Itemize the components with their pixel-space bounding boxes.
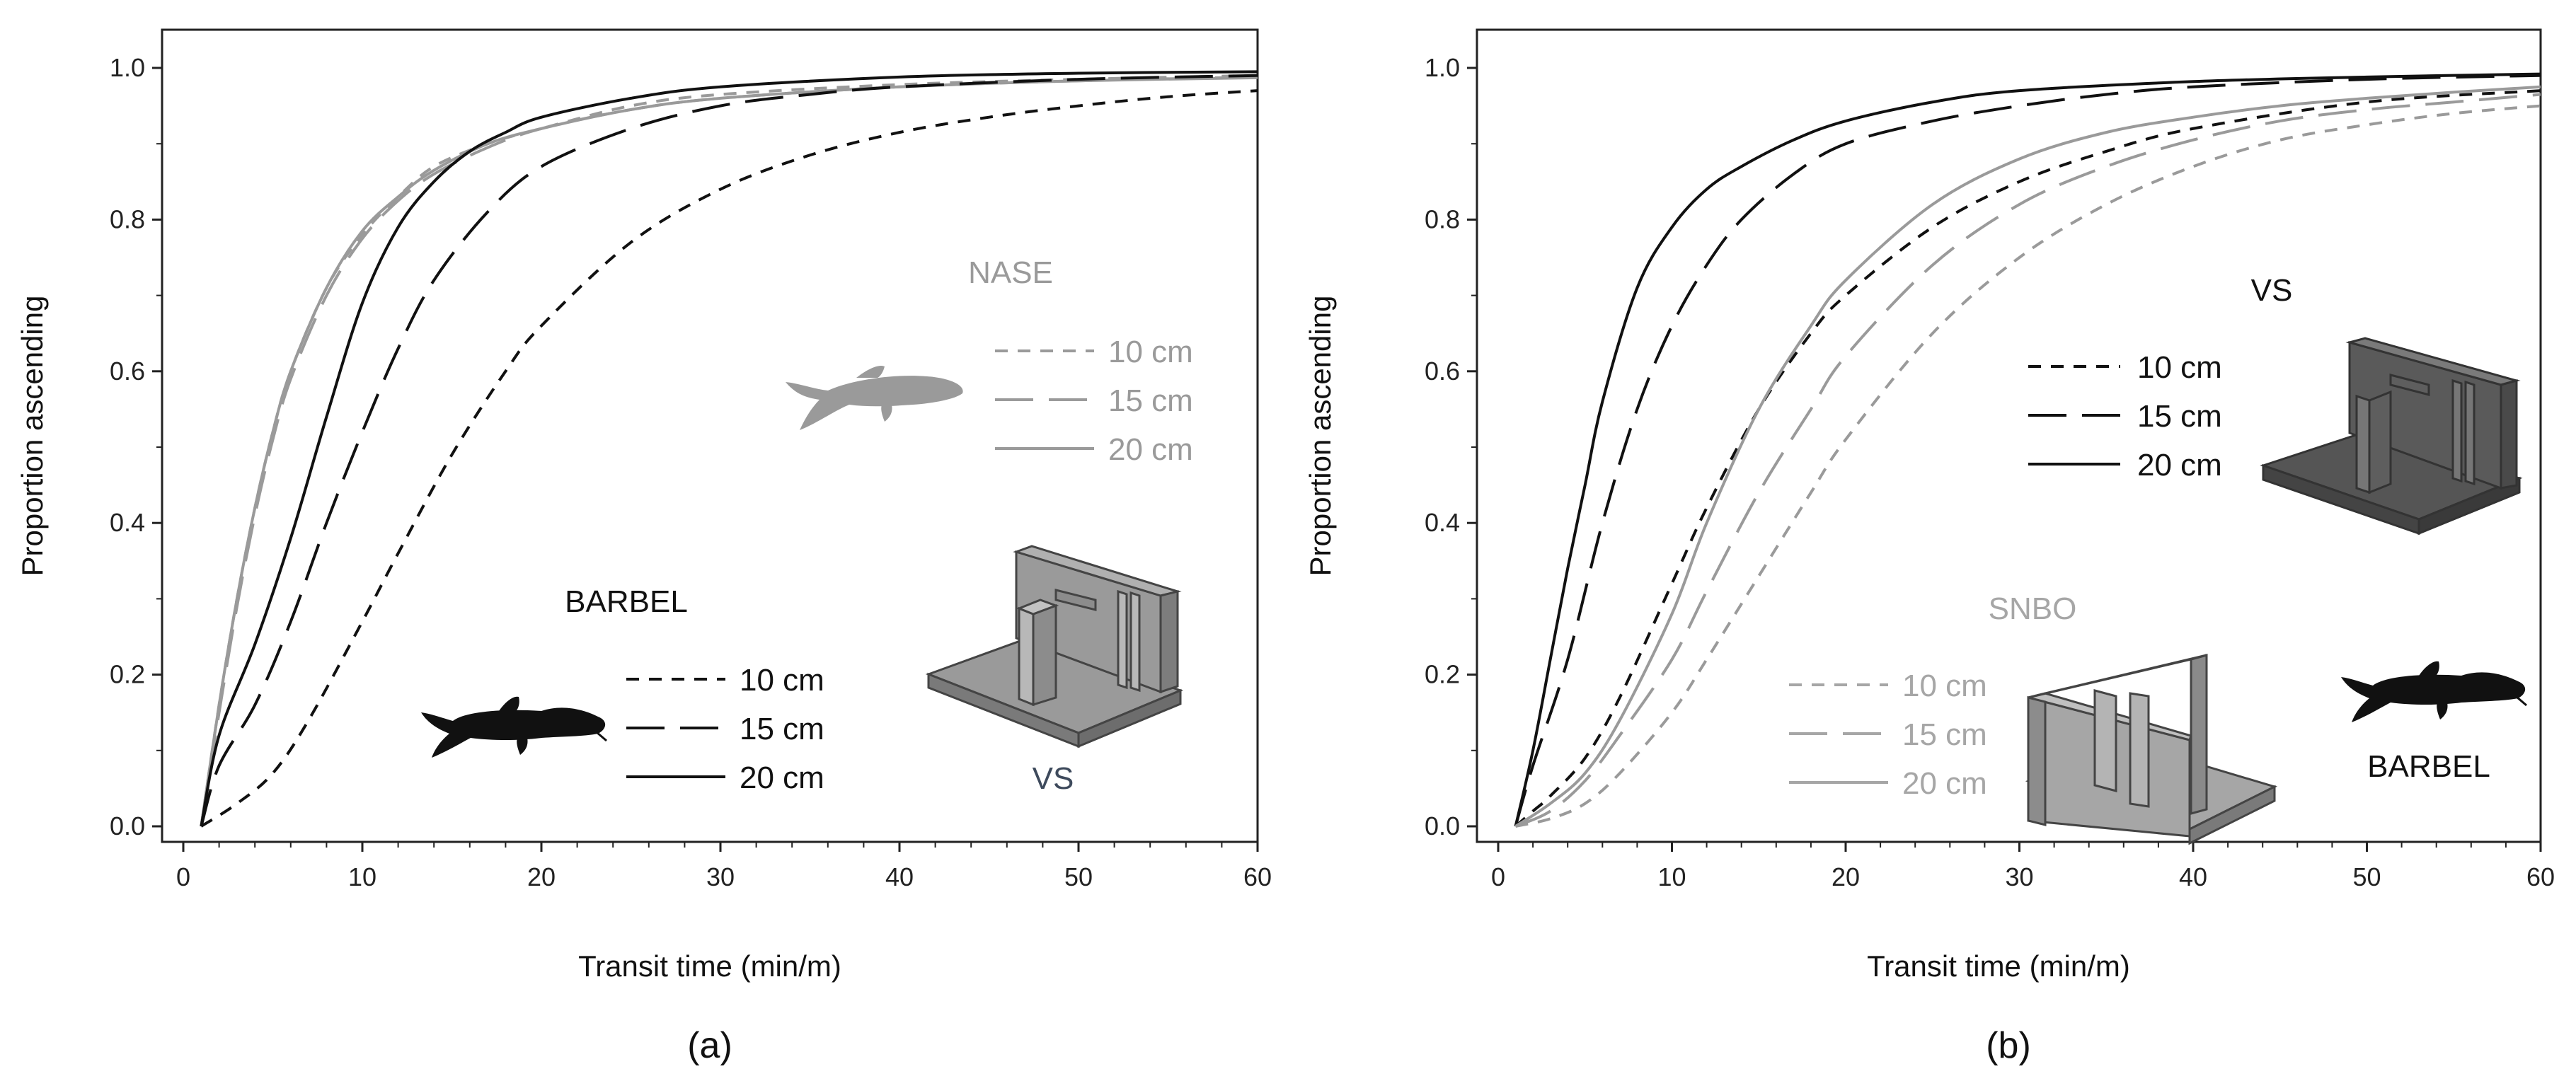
y-tick-label: 0.0 (1425, 811, 1460, 840)
x-tick-label: 30 (706, 862, 735, 891)
series-b (1514, 72, 2541, 828)
legend-nase: 10 cm 15 cm 20 cm (995, 335, 1193, 467)
legend-label-barbel-a-10: 10 cm (740, 663, 824, 698)
x-tick-label: 50 (2352, 862, 2381, 891)
y-tick-label: 0.2 (1425, 660, 1460, 689)
legend-label-vs-10: 10 cm (2137, 350, 2222, 385)
legend-label-nase-15: 15 cm (1108, 383, 1193, 418)
legend-title-nase: NASE (968, 255, 1053, 290)
y-axis-title-b: Proportion ascending (1304, 296, 1337, 577)
y-tick-label: 0.6 (110, 357, 145, 386)
series-line-snbo-10-cm (1515, 104, 2541, 828)
y-tick-label: 0.8 (110, 204, 145, 233)
legend-label-snbo-10: 10 cm (1902, 669, 1987, 703)
y-tick-label: 1.0 (110, 53, 145, 82)
panel-label-b: (b) (1986, 1025, 2031, 1066)
x-tick-label: 60 (1243, 862, 1272, 891)
x-tick-label: 60 (2526, 862, 2555, 891)
y-tick-label: 0.2 (110, 660, 145, 689)
x-tick-label: 40 (885, 862, 914, 891)
x-tick-label: 50 (1064, 862, 1093, 891)
series-line-nase-20-cm (200, 76, 1258, 827)
series-line-snbo-20-cm (1514, 85, 2541, 828)
x-axis-title-a: Transit time (min/m) (578, 949, 841, 983)
x-tick-label: 0 (1491, 862, 1505, 891)
y-tick-label: 0.4 (1425, 508, 1460, 537)
legend-label-vs-20: 20 cm (2137, 448, 2222, 482)
axis-ticks-b: 0 10 20 30 40 50 60 0.0 0.2 0.4 0.6 0.8 1.0 (1425, 53, 2555, 891)
legend-label-vs-15: 15 cm (2137, 399, 2222, 434)
legend-label-barbel-a-20: 20 cm (740, 761, 824, 795)
y-axis-title-a: Proportion ascending (16, 296, 49, 577)
x-tick-label: 30 (2005, 862, 2033, 891)
barbel-fish-icon (421, 696, 607, 758)
legend-label-snbo-15: 15 cm (1902, 717, 1987, 752)
fishway-label-a: VS (1033, 761, 1074, 796)
legend-label-barbel-a-15: 15 cm (740, 712, 824, 746)
y-tick-label: 0.8 (1425, 204, 1460, 233)
legend-label-nase-20: 20 cm (1108, 432, 1193, 467)
panel-label-a: (a) (687, 1025, 732, 1066)
vertical-slot-fishway-icon (925, 545, 1184, 748)
legend-title-barbel-a: BARBEL (565, 584, 688, 619)
x-tick-label: 20 (1832, 862, 1860, 891)
series-line-barbel-10-cm (200, 89, 1258, 828)
y-tick-label: 0.6 (1425, 357, 1460, 386)
x-tick-label: 40 (2179, 862, 2207, 891)
y-tick-label: 1.0 (1425, 53, 1460, 82)
series-line-vs-20-cm (1514, 72, 2541, 827)
legend-label-snbo-20: 20 cm (1902, 766, 1987, 801)
legend-label-nase-10: 10 cm (1108, 335, 1193, 369)
series-line-barbel-15-cm (200, 74, 1258, 827)
species-label-b: BARBEL (2367, 749, 2490, 784)
legend-vs: 10 cm 15 cm 20 cm (2028, 350, 2222, 482)
legend-snbo: 10 cm 15 cm 20 cm (1789, 669, 1987, 801)
y-tick-label: 0.0 (110, 811, 145, 840)
plot-area-b (1476, 28, 2542, 843)
series-line-vs-15-cm (1514, 74, 2541, 827)
x-axis-title-b: Transit time (min/m) (1867, 949, 2130, 983)
series-line-barbel-20-cm (200, 70, 1258, 827)
nase-fish-icon (786, 365, 963, 430)
x-tick-label: 10 (348, 862, 376, 891)
plot-area-a (161, 28, 1259, 843)
panel-a: 0 10 20 30 40 50 60 0.0 0.2 0.4 0.6 0.8 1.0 Proporti… (16, 28, 1272, 1066)
legend-barbel-a: 10 cm 15 cm 20 cm (626, 663, 824, 795)
x-tick-label: 20 (527, 862, 556, 891)
snbo-fishway-icon (2025, 654, 2278, 845)
barbel-fish-icon-b (2341, 661, 2527, 722)
legend-title-vs: VS (2251, 273, 2293, 308)
x-tick-label: 0 (176, 862, 190, 891)
vertical-slot-fishway-icon-b (2260, 337, 2523, 536)
axis-ticks-a: 0 10 20 30 40 50 60 0.0 0.2 0.4 0.6 0.8 1.0 (110, 53, 1272, 891)
y-tick-label: 0.4 (110, 508, 145, 537)
panel-b: 0 10 20 30 40 50 60 0.0 0.2 0.4 0.6 0.8 1.0 Proporti… (1304, 28, 2555, 1066)
x-tick-label: 10 (1657, 862, 1686, 891)
series-line-vs-10-cm (1514, 89, 2541, 828)
series-a (200, 70, 1258, 828)
legend-title-snbo: SNBO (1989, 591, 2077, 626)
